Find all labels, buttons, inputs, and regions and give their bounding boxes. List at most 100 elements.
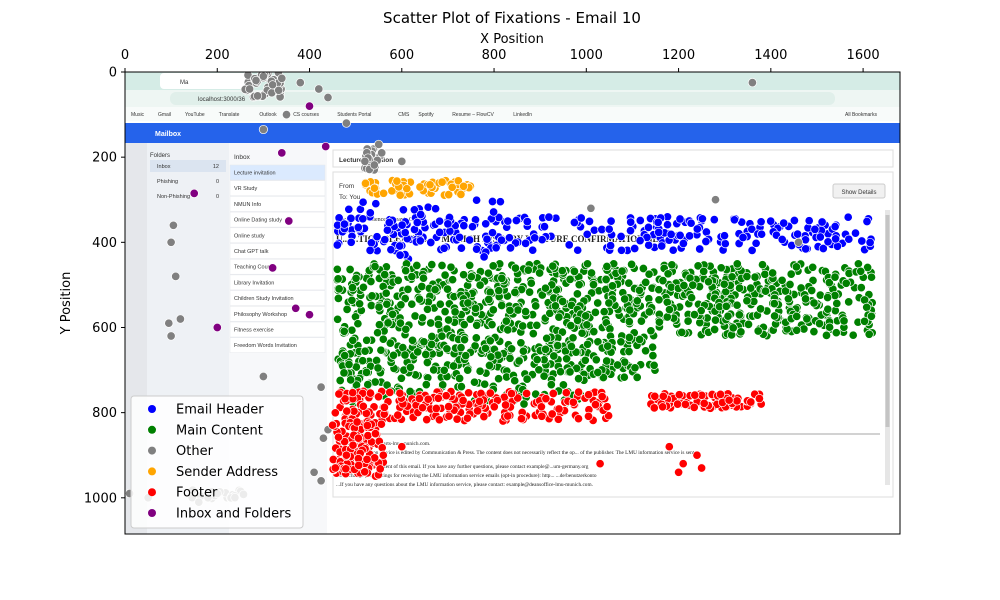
fixation-point: [668, 245, 678, 255]
fixation-point: [620, 294, 630, 304]
fixation-point: [333, 274, 343, 284]
fixation-point: [459, 221, 469, 231]
fixation-point: [832, 298, 842, 309]
fixation-point: [603, 341, 613, 351]
folder-item[interactable]: Phishing: [157, 179, 178, 185]
fixation-point: [703, 277, 714, 287]
fixation-point: [489, 207, 499, 217]
folder-item[interactable]: Non-Phishing: [157, 194, 190, 200]
y-tick-label: 400: [92, 236, 117, 251]
y-tick-label: 1000: [84, 491, 117, 506]
fixation-point: [825, 322, 835, 332]
fixation-point: [464, 388, 474, 398]
email-list-item[interactable]: [229, 274, 326, 291]
bookmark-item[interactable]: LinkedIn: [513, 112, 532, 118]
fixation-point: [823, 292, 833, 303]
bookmark-item[interactable]: Outlook: [259, 112, 277, 118]
fixation-point: [412, 260, 422, 271]
x-tick-label: 1400: [754, 48, 787, 63]
fixation-point: [719, 279, 729, 289]
fixation-point: [785, 279, 795, 290]
fixation-point: [472, 195, 482, 205]
email-list-item[interactable]: [229, 227, 326, 244]
fixation-point: [699, 266, 709, 276]
email-list-item[interactable]: [229, 306, 326, 322]
email-list-item[interactable]: [229, 337, 326, 353]
email-scrollbar-thumb[interactable]: [885, 215, 890, 427]
fixation-point: [582, 259, 593, 269]
fixation-point: [636, 316, 646, 326]
fixation-point: [692, 224, 702, 234]
fixation-point: [526, 278, 536, 288]
fixation-point: [442, 344, 452, 354]
email-list-item[interactable]: [229, 321, 326, 338]
email-list-item[interactable]: [229, 243, 326, 259]
fixation-point: [435, 216, 445, 226]
fixation-point: [675, 214, 685, 224]
email-list-item[interactable]: [229, 180, 326, 196]
fixation-point: [844, 297, 854, 307]
fixation-point: [586, 203, 596, 213]
fixation-point: [467, 222, 478, 232]
fixation-point: [459, 320, 469, 330]
fixation-point: [370, 261, 380, 272]
email-list-item[interactable]: [229, 196, 326, 212]
fixation-point: [809, 298, 819, 308]
email-list-item-label: Philosophy Workshop: [234, 312, 287, 318]
bookmark-item[interactable]: Spotify: [418, 112, 434, 118]
fixation-point: [494, 374, 504, 384]
fixation-point: [690, 390, 700, 400]
fixation-point: [362, 454, 372, 464]
fixation-point: [393, 410, 403, 420]
bookmark-item[interactable]: CS courses: [293, 112, 319, 118]
footer-line: ...can change your settings for receivin…: [336, 472, 597, 479]
fixation-point: [619, 372, 629, 382]
fixation-point: [405, 386, 415, 397]
email-list-item[interactable]: [229, 290, 326, 306]
fixation-point: [397, 156, 407, 166]
bookmark-item[interactable]: Translate: [219, 112, 240, 118]
bookmark-item[interactable]: Gmail: [158, 112, 171, 118]
bookmark-item[interactable]: CMS: [398, 112, 410, 118]
fixation-point: [624, 346, 634, 357]
email-list-item-label: Teaching Course: [234, 265, 275, 271]
footer-line: ...sponsible for the content of this ema…: [336, 463, 589, 470]
fixation-point: [557, 266, 567, 276]
fixation-point: [471, 333, 481, 343]
email-list-item[interactable]: [229, 258, 326, 275]
fixation-point: [503, 411, 513, 421]
fixation-point: [675, 230, 685, 240]
fixation-point: [378, 450, 388, 460]
y-tick-label: 800: [92, 406, 117, 421]
fixation-point: [374, 320, 384, 330]
fixation-point: [738, 232, 748, 243]
fixation-point: [444, 402, 454, 412]
fixation-point: [723, 311, 733, 321]
fixation-point: [747, 224, 757, 234]
fixation-point: [463, 298, 473, 308]
fixation-point: [366, 300, 376, 311]
fixation-point: [360, 346, 370, 356]
bookmark-item[interactable]: Music: [131, 112, 145, 118]
subject-box: [332, 149, 894, 168]
email-list-item[interactable]: [229, 211, 326, 228]
address-bar: [170, 92, 835, 105]
bookmark-item[interactable]: Resume – FlowCV: [452, 112, 494, 118]
fixation-point: [743, 319, 754, 329]
fixation-point: [447, 182, 457, 192]
fixation-point: [497, 300, 507, 311]
email-list-item[interactable]: [229, 164, 326, 181]
legend-marker: [148, 446, 156, 455]
fixation-point: [617, 266, 627, 276]
bookmark-item[interactable]: YouTube: [185, 112, 205, 118]
bookmark-item[interactable]: Students Portal: [337, 112, 371, 118]
folder-item[interactable]: Inbox: [157, 164, 171, 170]
fixation-point: [503, 325, 513, 335]
fixation-point: [485, 336, 495, 346]
fixation-point: [410, 311, 420, 321]
show-details-button[interactable]: [832, 183, 886, 199]
fixation-point: [479, 252, 489, 262]
fixation-point: [522, 217, 532, 227]
address-bar-url: localhost:3000/36: [198, 97, 246, 103]
fixation-point: [437, 331, 447, 341]
